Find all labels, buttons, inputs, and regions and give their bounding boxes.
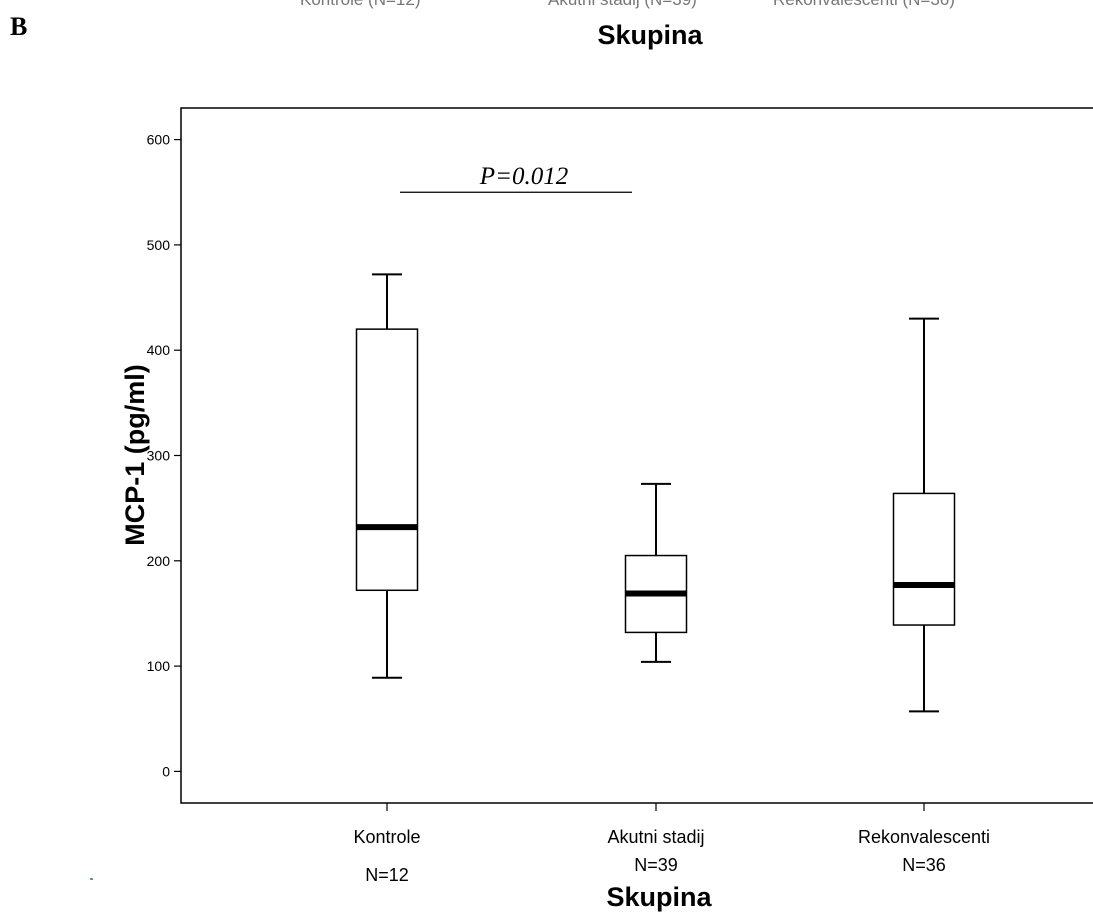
cropped-label: Kontrole (N=12) xyxy=(300,0,420,10)
x-category-label: Akutni stadij xyxy=(607,827,704,847)
x-axis-title: Skupina xyxy=(606,882,712,912)
y-tick-label: 400 xyxy=(147,342,171,358)
y-tick-label: 0 xyxy=(162,763,170,779)
x-category-n: N=39 xyxy=(634,855,678,875)
x-category-label: Rekonvalescenti xyxy=(858,827,990,847)
top-axis-title: Skupina xyxy=(597,20,703,50)
y-tick-label: 300 xyxy=(147,448,171,464)
x-category-label: Kontrole xyxy=(353,827,420,847)
p-value-label: P=0.012 xyxy=(479,163,568,190)
cropped-label: Rekonvalescenti (N=36) xyxy=(773,0,955,10)
y-tick-label: 500 xyxy=(147,237,171,253)
y-tick-label: 200 xyxy=(147,553,171,569)
y-tick-label: 600 xyxy=(147,132,171,148)
y-tick-label: 100 xyxy=(147,658,171,674)
x-category-n: N=12 xyxy=(365,865,409,885)
stray-mark xyxy=(90,878,93,880)
y-axis-title: MCP-1 (pg/ml) xyxy=(120,364,150,546)
x-category-n: N=36 xyxy=(902,855,946,875)
panel-letter: B xyxy=(10,12,28,41)
cropped-legend-fragment: Kontrole (N=12) Akutni stadij (N=39) Rek… xyxy=(0,0,1093,10)
box-iqr xyxy=(355,328,419,592)
plot-frame xyxy=(180,107,1093,804)
cropped-label: Akutni stadij (N=39) xyxy=(548,0,697,10)
box-iqr xyxy=(892,492,956,626)
